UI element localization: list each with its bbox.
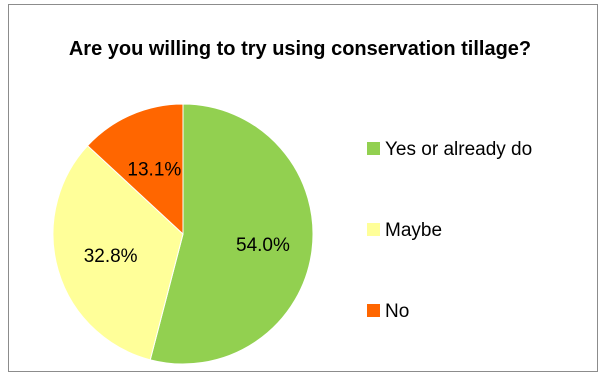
- pie-slice-1: [149, 103, 314, 365]
- slice-data-label-3: 13.1%: [127, 159, 181, 180]
- chart-title: Are you willing to try using conservatio…: [68, 38, 532, 60]
- legend-swatch-2: [367, 223, 380, 236]
- legend-swatch-1: [367, 142, 380, 155]
- legend-label-2: Maybe: [385, 220, 442, 241]
- pie-slice-3: [86, 103, 184, 236]
- legend-label-1: Yes or already do: [385, 139, 532, 160]
- legend-swatch-3: [367, 304, 380, 317]
- legend-label-3: No: [385, 301, 409, 322]
- slice-data-label-2: 32.8%: [84, 246, 138, 267]
- slice-data-label-1: 54.0%: [236, 235, 290, 256]
- pie-slice-2: [52, 144, 184, 361]
